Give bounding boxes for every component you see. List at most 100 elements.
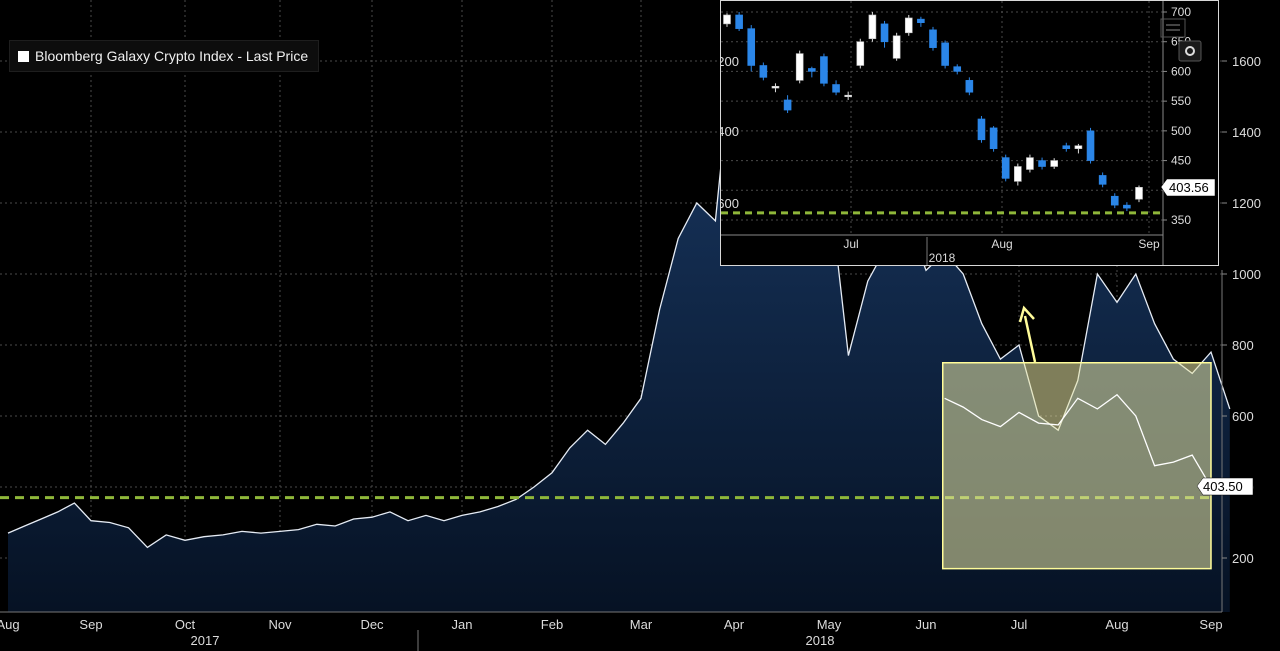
y-tick-label: 1000 [1232,267,1261,282]
candlestick [1001,154,1010,182]
candle-body [868,14,877,40]
candlestick [735,12,743,32]
candlestick [965,77,974,96]
inset-settings-icon[interactable] [1178,40,1202,62]
candle-body [917,18,925,23]
y-tick-label: 1400 [1232,125,1261,140]
inset-grid-lines [721,1,1163,235]
candle-body [929,29,937,48]
candlestick [941,40,949,69]
candle-body [904,17,913,34]
y-tick-label: 600 [1232,409,1254,424]
x-tick-label: May [817,617,842,632]
candle-body [953,66,962,72]
x-axis-labels: Aug Sep Oct Nov Dec Jan Feb Mar Apr May Jun Jul Aug S… [0,617,1223,648]
candlestick [880,20,889,48]
y-tick-label: 1200 [1232,196,1261,211]
candlestick [1110,193,1119,209]
x-tick-label: Sep [79,617,102,632]
candlestick [892,32,901,61]
candle-body [1135,187,1143,200]
x-tick-label: Oct [175,617,196,632]
candle-body [880,23,889,43]
inset-last-value-tag: 403.56 [1160,178,1216,197]
candle-body [1110,195,1119,206]
highlight-box [941,362,1212,570]
candle-body [735,14,743,29]
candlestick [771,83,780,93]
inset-x-axis-labels: Jul Aug Sep 2018 [843,237,1160,265]
last-value-label: 403.50 [1203,479,1243,494]
candlestick [868,12,877,42]
inset-y-tick-label: 450 [1171,154,1191,168]
candlestick [820,53,828,87]
candlestick [917,16,925,27]
candle-body [1074,145,1083,149]
candle-body [892,35,901,59]
candlestick [1014,163,1022,186]
candle-body [808,68,816,72]
candle-body [747,28,756,66]
x-year-label: 2017 [191,633,220,648]
inset-right-y-tick-label: 1400 [721,124,739,139]
candlestick [953,64,962,75]
price-area-fill [8,36,1230,613]
candlestick [1026,154,1034,173]
inset-y-tick-label: 600 [1171,64,1191,78]
candlestick [747,25,756,72]
y-tick-label: 1600 [1232,54,1261,69]
candle-body [1086,130,1095,161]
y-tick-label: 200 [1232,551,1254,566]
candlestick [904,14,913,36]
candlestick [795,50,804,84]
candle-body [759,65,768,78]
candle-body [941,42,949,66]
y-tick-label: 800 [1232,338,1254,353]
candlestick [723,13,731,27]
x-tick-label: Dec [360,617,384,632]
inset-x-tick-label: Jul [843,237,858,251]
x-tick-label: Sep [1199,617,1222,632]
inset-y-tick-label: 350 [1171,213,1191,227]
inset-y-tick-label: 550 [1171,94,1191,108]
candlestick [1062,142,1071,152]
inset-menu-icon[interactable] [1160,18,1186,38]
candle-body [1001,157,1010,179]
arrow-to-inset [1018,305,1037,363]
candlestick [759,62,768,81]
candle-body [795,53,804,81]
candle-body [771,85,780,89]
candle-body [1038,160,1046,167]
last-value-tag: 403.50 [1196,477,1254,496]
candle-body [1026,157,1034,170]
legend-label: Bloomberg Galaxy Crypto Index - Last Pri… [35,48,309,64]
candlestick [1038,157,1046,170]
candlestick [783,95,792,114]
x-year-label: 2018 [806,633,835,648]
candlestick [989,126,998,152]
candle-body [1098,175,1107,185]
legend: Bloomberg Galaxy Crypto Index - Last Pri… [9,40,320,72]
candle-body [820,56,828,84]
candlestick [856,38,865,69]
candle-body [832,84,840,93]
candlestick [844,91,852,100]
candle-body [989,127,998,149]
candlestick [832,80,840,96]
inset-x-tick-label: Sep [1138,237,1160,251]
candlestick [977,116,986,143]
x-tick-label: Nov [268,617,292,632]
inset-right-y-tick-label: 1600 [721,196,739,211]
x-tick-label: Jan [452,617,473,632]
legend-swatch [18,50,29,62]
inset-x-tick-label: Aug [991,237,1012,251]
candlesticks [723,12,1143,212]
candle-body [844,94,852,97]
inset-y-tick-label: 700 [1171,5,1191,19]
x-tick-label: Jun [916,617,937,632]
candlestick [1050,158,1058,169]
candle-body [856,41,865,66]
inset-last-value-label: 403.56 [1169,180,1209,195]
